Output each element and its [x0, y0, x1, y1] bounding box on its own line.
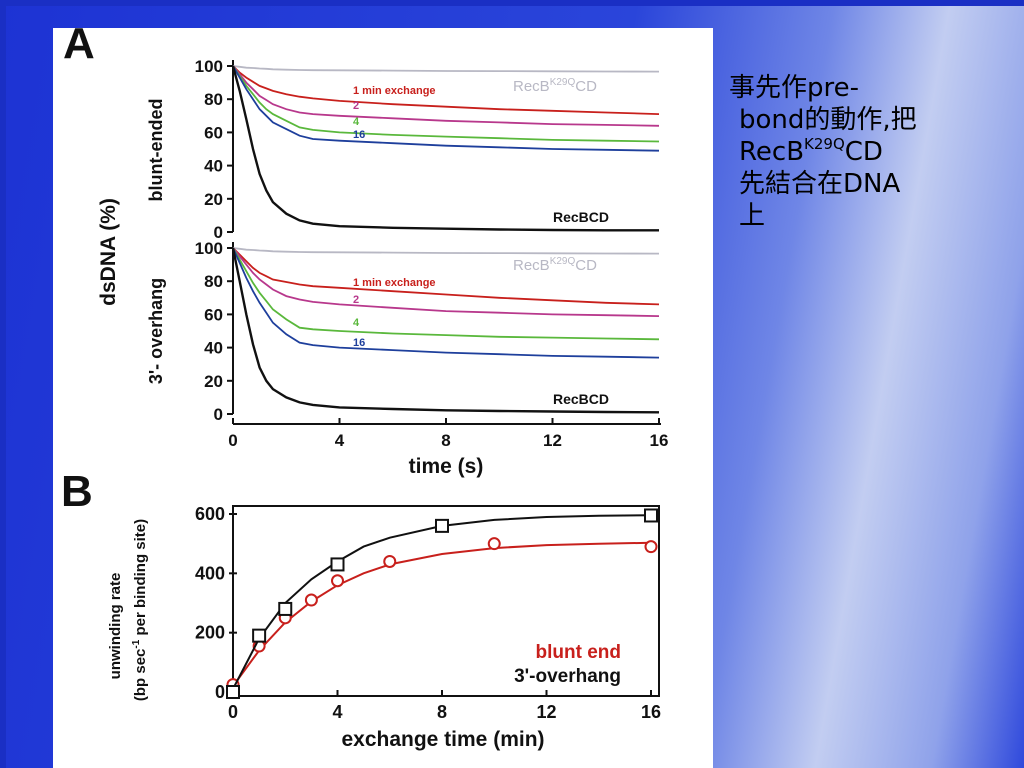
- caption-line-1: 事先作pre-: [729, 73, 860, 103]
- panel-label-b: B: [61, 467, 93, 516]
- point-square-1: [252, 628, 267, 643]
- x-tick-label-8: 8: [441, 431, 450, 450]
- series-label-recbk29qcd: RecBK29QCD: [513, 256, 597, 274]
- series-line-3: [232, 65, 660, 143]
- series-line-1: [232, 247, 660, 306]
- series-line-5: [231, 65, 659, 232]
- rate-ylabel-line2: (bp sec-1 per binding site): [131, 519, 149, 701]
- y-tick-label-20: 20: [204, 372, 223, 391]
- label-sup: K29Q: [550, 77, 576, 88]
- legend-blunt-end: blunt end: [536, 642, 621, 663]
- series-label-recbk29qcd: RecBK29QCD: [513, 77, 597, 95]
- y-tick-label-0: 0: [214, 405, 223, 424]
- fit-line-0: [232, 541, 652, 687]
- figure-svg: A B dsDNA (%) blunt-ended 3'- overhang 0…: [61, 28, 669, 751]
- time-xlabel: time (s): [409, 455, 484, 478]
- point-square-4: [435, 518, 449, 533]
- chart-unwinding-rate: 0 4 8 12 16 0 200 400 600 blunt end 3'-overhang: [195, 504, 661, 722]
- exchange-xlabel: exchange time (min): [341, 728, 544, 751]
- point-square-0: [226, 685, 240, 699]
- caption-line-3: RecBK29QCD: [729, 136, 989, 168]
- series-line-5: [231, 247, 660, 414]
- series-label-5: RecBCD: [553, 209, 609, 225]
- plot-frame: [232, 505, 660, 697]
- series-label-4: 16: [353, 337, 365, 349]
- x-tick-label-12: 12: [536, 702, 556, 722]
- point-circle-5: [383, 554, 397, 568]
- x-tick-label-4: 4: [332, 702, 342, 722]
- series-label-3: 4: [353, 317, 360, 329]
- series-line-2: [232, 65, 660, 127]
- x-tick-label-16: 16: [641, 702, 661, 722]
- label-main: RecB: [513, 78, 550, 95]
- chart-blunt-ended: 0 20 40 60 80 100 RecBK29QCD 1 min exchange 2 416…: [195, 57, 660, 242]
- y-tick-label-60: 60: [204, 305, 223, 324]
- series-label-2: 2: [353, 294, 359, 306]
- y-tick-label-0: 0: [214, 223, 223, 242]
- panel-label-a: A: [63, 28, 95, 68]
- x-tick-label-0: 0: [228, 431, 237, 450]
- point-circle-3: [304, 593, 318, 607]
- rate-ylabel-line1: unwinding rate: [107, 573, 124, 680]
- x-tick-label-4: 4: [335, 431, 345, 450]
- y-tick-label-80: 80: [204, 272, 223, 291]
- caption-line-3-main: RecB: [739, 137, 805, 167]
- series-label-3: 4: [353, 116, 360, 128]
- label-main: RecB: [513, 257, 550, 274]
- caption-line-2: bond的動作,把: [739, 105, 917, 135]
- x-tick-label-12: 12: [543, 431, 562, 450]
- y-tick-label-40: 40: [204, 339, 223, 358]
- point-square-2: [278, 601, 293, 616]
- x-tick-label-0: 0: [228, 702, 238, 722]
- chart-3-overhang: 0 4 8 12 16 0 20 40 60 80 100 RecBK29QCD 1 min excha…: [195, 239, 669, 450]
- label-end: CD: [575, 78, 597, 95]
- y-tick-label-100: 100: [195, 57, 223, 76]
- label-end: CD: [575, 257, 597, 274]
- series-line-4: [232, 247, 660, 359]
- y-tick-label-600: 600: [195, 504, 225, 524]
- rate-ylabel-line2-b: per binding site): [132, 519, 149, 640]
- point-square-3: [330, 557, 345, 572]
- ds-ylabel: dsDNA (%): [97, 198, 120, 306]
- series-line-1: [232, 65, 660, 115]
- y-tick-label-400: 400: [195, 563, 225, 583]
- y-tick-label-100: 100: [195, 239, 223, 258]
- y-tick-label-0: 0: [215, 682, 225, 702]
- y-tick-label-20: 20: [204, 190, 223, 209]
- series-label-1: 1 min exchange: [353, 85, 436, 97]
- series-line-4: [232, 65, 660, 152]
- legend-3-overhang: 3'-overhang: [514, 666, 621, 687]
- y-tick-label-200: 200: [195, 623, 225, 643]
- x-tick-label-8: 8: [437, 702, 447, 722]
- slide-caption: 事先作pre- bond的動作,把 RecBK29QCD 先結合在DNA 上: [729, 72, 989, 232]
- series-line-0: [232, 247, 660, 255]
- y-tick-label-60: 60: [204, 123, 223, 142]
- caption-line-3-end: CD: [844, 137, 883, 167]
- series-line-3: [232, 247, 660, 341]
- point-circle-4: [331, 574, 344, 588]
- series-label-5: RecBCD: [553, 391, 609, 407]
- series-label-4: 16: [353, 129, 365, 141]
- series-line-2: [232, 247, 660, 317]
- series-label-2: 2: [353, 100, 359, 112]
- caption-line-3-sup: K29Q: [804, 135, 845, 153]
- caption-line-4: 先結合在DNA: [739, 169, 901, 199]
- point-circle-7: [644, 540, 658, 554]
- label-sup: K29Q: [550, 256, 576, 267]
- series-label-1: 1 min exchange: [353, 277, 436, 289]
- rate-ylabel-line2-a: (bp sec: [132, 649, 149, 702]
- point-circle-6: [487, 537, 501, 551]
- point-square-5: [644, 508, 658, 523]
- figure-panel: A B dsDNA (%) blunt-ended 3'- overhang 0…: [53, 28, 713, 768]
- x-tick-label-16: 16: [650, 431, 669, 450]
- row-label-blunt: blunt-ended: [146, 99, 166, 202]
- y-tick-label-80: 80: [204, 90, 223, 109]
- y-tick-label-40: 40: [204, 157, 223, 176]
- row-label-overhang: 3'- overhang: [146, 278, 166, 384]
- rate-ylabel-line2-sup: -1: [131, 639, 142, 648]
- series-line-0: [232, 65, 660, 73]
- caption-line-5: 上: [739, 201, 766, 231]
